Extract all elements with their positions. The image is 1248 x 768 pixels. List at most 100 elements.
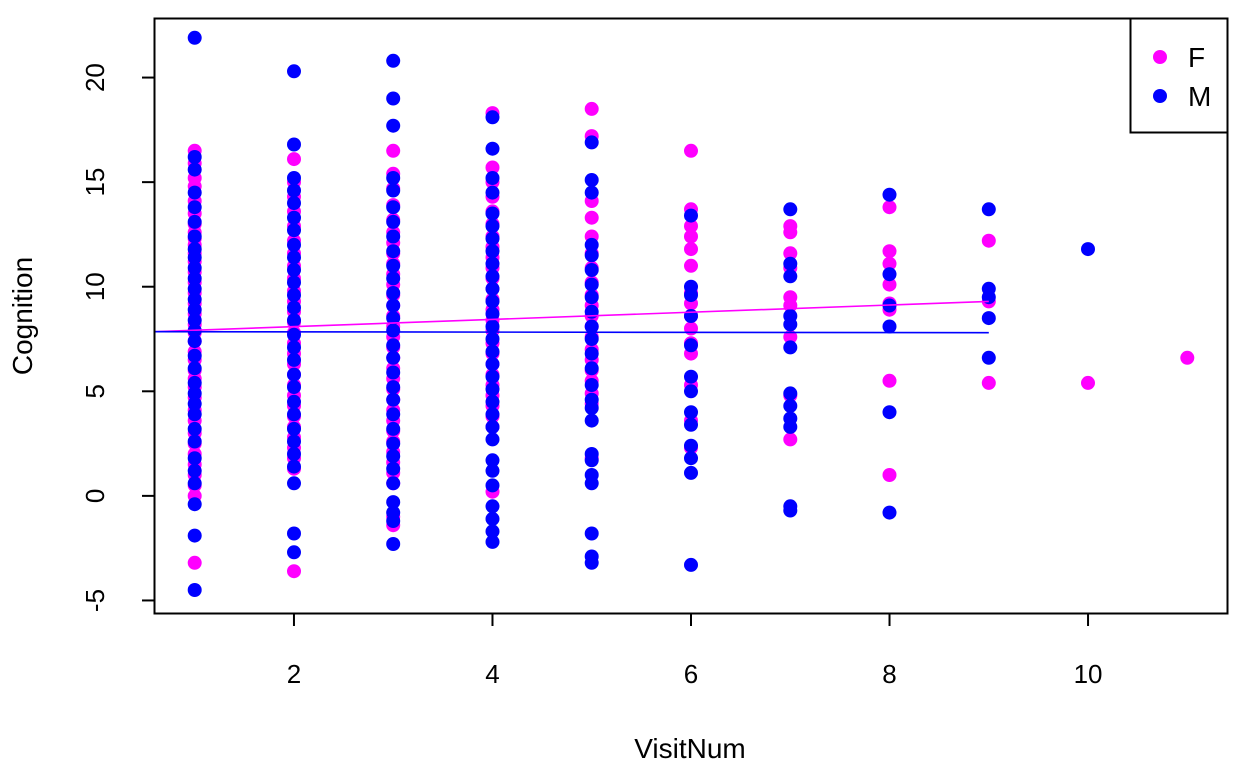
- point-m-66: [386, 229, 401, 244]
- point-m-148: [684, 369, 698, 384]
- point-f-159: [783, 246, 798, 261]
- point-m-126: [584, 290, 599, 305]
- point-m-43: [287, 300, 301, 315]
- point-m-105: [485, 357, 500, 372]
- point-m-53: [287, 434, 301, 449]
- point-m-108: [485, 394, 500, 409]
- point-m-89: [485, 110, 500, 125]
- point-m-123: [584, 248, 599, 263]
- x-axis-title: VisitNum: [634, 733, 746, 764]
- point-m-169: [882, 267, 897, 282]
- point-m-18: [187, 361, 202, 376]
- point-m-97: [485, 256, 500, 271]
- point-m-55: [287, 459, 301, 474]
- point-m-117: [485, 524, 500, 539]
- point-m-61: [386, 118, 401, 133]
- point-m-10: [187, 271, 202, 286]
- point-m-153: [684, 451, 698, 466]
- legend-marker-f: [1153, 50, 1167, 64]
- point-m-16: [187, 334, 202, 349]
- point-m-34: [287, 183, 301, 198]
- x-tick-label-4: 4: [485, 659, 499, 689]
- point-m-143: [684, 208, 698, 223]
- legend-marker-m: [1153, 89, 1167, 103]
- point-m-114: [485, 478, 500, 493]
- point-m-149: [684, 384, 698, 399]
- point-m-80: [386, 421, 401, 436]
- point-m-59: [386, 53, 401, 68]
- point-m-11: [187, 281, 202, 296]
- legend-label-m: M: [1188, 81, 1211, 112]
- point-m-120: [584, 173, 599, 187]
- point-m-73: [386, 323, 401, 338]
- point-m-79: [386, 407, 401, 422]
- point-m-171: [882, 319, 897, 334]
- y-axis: -5 0 5 10 15 20: [80, 63, 154, 612]
- point-m-92: [485, 185, 500, 200]
- point-m-49: [287, 380, 301, 395]
- point-m-172: [882, 405, 897, 420]
- point-m-52: [287, 421, 301, 436]
- point-m-90: [485, 141, 500, 156]
- point-m-157: [783, 256, 798, 271]
- point-m-132: [584, 378, 599, 392]
- point-m-95: [485, 231, 500, 246]
- point-m-0: [187, 30, 202, 45]
- point-m-84: [386, 476, 401, 491]
- point-m-168: [882, 187, 897, 202]
- point-m-125: [584, 277, 599, 292]
- point-m-135: [584, 413, 599, 428]
- point-f-142: [684, 143, 698, 158]
- point-m-76: [386, 365, 401, 380]
- point-m-31: [287, 64, 301, 79]
- point-m-98: [485, 269, 500, 284]
- y-tick-label-0: 0: [80, 489, 110, 503]
- y-tick-label-15: 15: [80, 168, 110, 197]
- point-m-107: [485, 382, 500, 397]
- point-m-85: [386, 495, 401, 510]
- point-f-172: [882, 373, 897, 388]
- point-m-151: [684, 417, 698, 432]
- point-f-169: [882, 277, 897, 292]
- point-m-94: [485, 219, 500, 234]
- point-f-165: [783, 432, 798, 447]
- y-tick-label-10: 10: [80, 272, 110, 301]
- point-m-63: [386, 183, 401, 198]
- point-m-69: [386, 271, 401, 286]
- point-f-166: [882, 200, 897, 215]
- point-m-72: [386, 311, 401, 326]
- point-m-41: [287, 275, 301, 290]
- point-m-82: [386, 449, 401, 464]
- point-m-124: [584, 263, 599, 277]
- point-f-36: [287, 152, 301, 167]
- fit-lines-layer: [154, 300, 989, 334]
- point-f-122: [584, 101, 599, 116]
- point-m-35: [287, 196, 301, 211]
- point-m-118: [485, 534, 500, 549]
- point-m-142: [584, 555, 599, 570]
- point-m-156: [783, 202, 798, 217]
- x-axis: 2 4 6 8 10: [287, 614, 1102, 689]
- point-m-176: [981, 290, 996, 305]
- point-f-163: [783, 329, 798, 344]
- point-m-165: [783, 419, 798, 434]
- point-m-39: [287, 250, 301, 265]
- point-m-24: [187, 434, 202, 449]
- point-m-23: [187, 421, 202, 436]
- point-m-68: [386, 258, 401, 273]
- point-m-147: [684, 338, 698, 353]
- point-m-137: [584, 453, 599, 468]
- point-m-115: [485, 499, 500, 514]
- point-m-81: [386, 436, 401, 451]
- point-m-100: [485, 294, 500, 309]
- point-m-78: [386, 392, 401, 407]
- point-m-173: [882, 505, 897, 520]
- point-m-91: [485, 171, 500, 185]
- point-m-60: [386, 91, 401, 106]
- point-m-161: [783, 340, 798, 355]
- point-m-163: [783, 398, 798, 413]
- point-m-122: [584, 237, 599, 252]
- point-m-56: [287, 476, 301, 491]
- point-m-74: [386, 338, 401, 353]
